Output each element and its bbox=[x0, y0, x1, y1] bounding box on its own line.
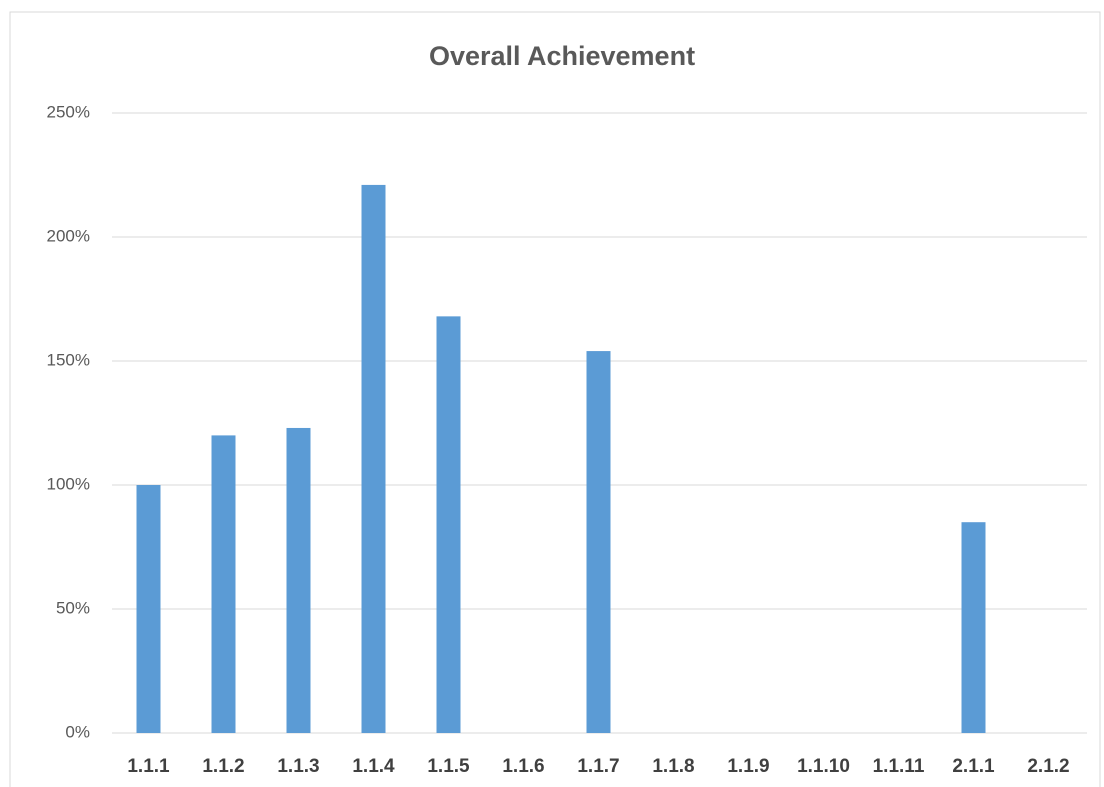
x-tick-label: 1.1.1 bbox=[127, 756, 170, 777]
x-tick-label: 1.1.3 bbox=[277, 756, 319, 777]
x-tick-label: 1.1.11 bbox=[873, 756, 925, 777]
x-tick-label: 1.1.5 bbox=[427, 756, 470, 777]
bar bbox=[211, 435, 236, 733]
x-tick-label: 1.1.8 bbox=[652, 756, 694, 777]
x-tick-label: 1.1.10 bbox=[797, 756, 850, 777]
bar bbox=[361, 184, 386, 734]
bar bbox=[436, 316, 461, 733]
bar bbox=[136, 485, 161, 733]
x-tick-label: 1.1.2 bbox=[202, 756, 244, 777]
bar bbox=[961, 522, 986, 733]
x-tick-label: 2.1.2 bbox=[1027, 756, 1069, 777]
y-tick-label: 250% bbox=[47, 102, 90, 121]
y-tick-label: 150% bbox=[47, 350, 90, 369]
x-tick-label: 1.1.9 bbox=[727, 756, 769, 777]
x-tick-label: 1.1.7 bbox=[577, 756, 619, 777]
chart-frame bbox=[9, 11, 1101, 787]
y-tick-label: 50% bbox=[56, 598, 90, 617]
x-tick-label: 1.1.6 bbox=[502, 756, 544, 777]
bar bbox=[586, 351, 611, 733]
chart-title: Overall Achievement bbox=[429, 41, 695, 71]
y-tick-label: 200% bbox=[47, 226, 90, 245]
x-tick-label: 1.1.4 bbox=[352, 756, 395, 777]
y-tick-label: 0% bbox=[65, 722, 90, 741]
bar bbox=[286, 427, 311, 733]
x-tick-label: 2.1.1 bbox=[952, 756, 995, 777]
y-tick-label: 100% bbox=[47, 474, 90, 493]
